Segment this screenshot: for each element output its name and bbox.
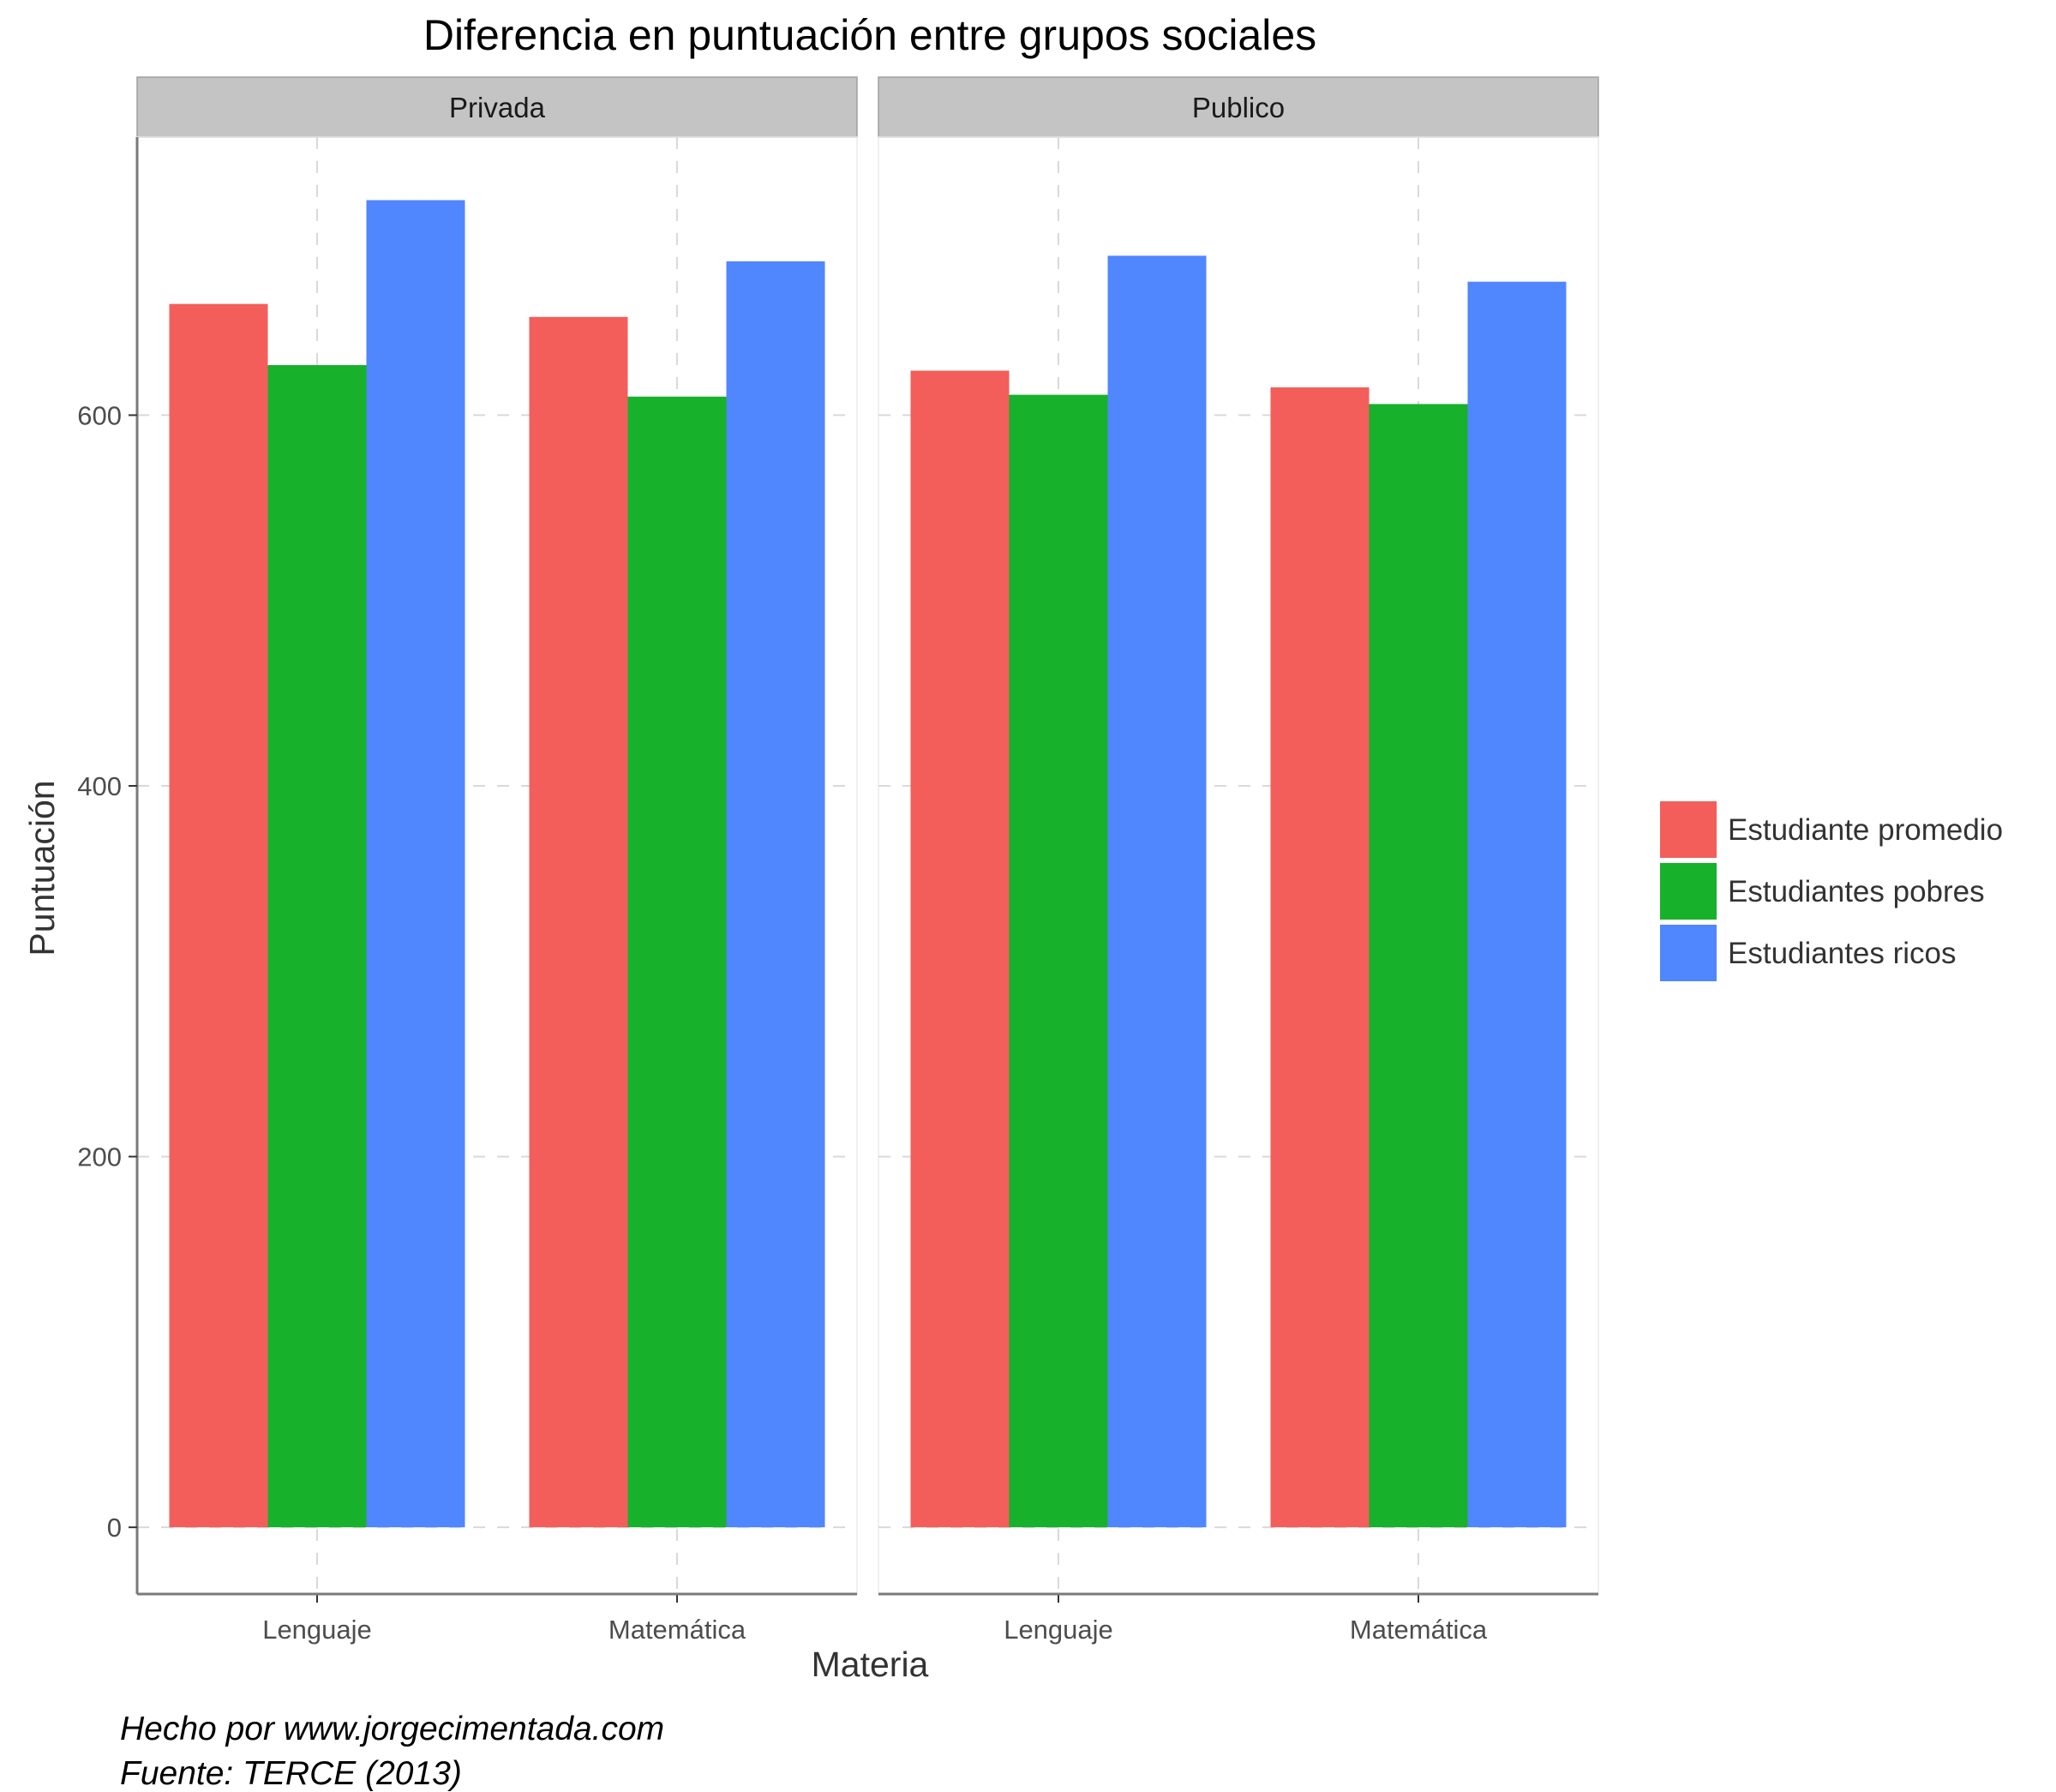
legend-label-2: Estudiantes pobres	[1728, 875, 1985, 908]
y-axis-title: Puntuación	[22, 780, 62, 956]
bar-lenguaje-1	[169, 303, 268, 1528]
caption-source-author: Hecho por www.jorgecimentada.com	[120, 1711, 664, 1747]
x-tick-label: Matemática	[608, 1615, 746, 1645]
chart-title: Diferencia en puntuación entre grupos so…	[423, 11, 1316, 59]
legend-label-3: Estudiantes ricos	[1728, 937, 1957, 970]
y-tick-label: 600	[77, 400, 122, 430]
bar-lenguaje-3	[1107, 255, 1207, 1528]
bar-matemática-1	[529, 316, 628, 1528]
bar-lenguaje-3	[366, 200, 465, 1528]
caption-source-data: Fuente: TERCE (2013)	[120, 1755, 462, 1792]
legend-swatch-3	[1660, 925, 1717, 981]
facet-strip-label: Privada	[449, 92, 546, 123]
legend-swatch-2	[1660, 863, 1717, 920]
bar-lenguaje-2	[1009, 394, 1108, 1528]
facet-panel-publico: Publico Lenguaje Matemática	[878, 76, 1599, 1645]
y-axis: 0 200 400 600	[77, 137, 139, 1594]
x-tick-label: Lenguaje	[262, 1615, 372, 1645]
bar-matemática-2	[1369, 404, 1468, 1528]
facet-strip	[136, 76, 858, 138]
bar-lenguaje-2	[267, 365, 367, 1528]
facet-strip	[878, 76, 1599, 138]
x-tick-label: Matemática	[1350, 1615, 1488, 1645]
bar-matemática-3	[726, 261, 825, 1528]
facet-panels: Privada Lenguaje Matemática Publico Lenguaje…	[77, 76, 1599, 1645]
bar-matemática-3	[1467, 281, 1567, 1528]
legend-swatch-1	[1660, 801, 1717, 858]
legend-label-1: Estudiante promedio	[1728, 813, 2003, 847]
y-tick-label: 400	[77, 771, 122, 801]
legend: Estudiante promedio Estudiantes pobres Est…	[1660, 801, 2003, 981]
bar-matemática-1	[1270, 387, 1370, 1528]
bar-lenguaje-1	[910, 370, 1010, 1528]
y-tick-label: 0	[107, 1513, 122, 1543]
facet-panel-privada: Privada Lenguaje Matemática	[136, 76, 858, 1645]
y-tick-label: 200	[77, 1142, 122, 1172]
x-axis-title: Materia	[812, 1645, 929, 1684]
facet-strip-label: Publico	[1192, 92, 1285, 123]
bar-matemática-2	[627, 396, 727, 1528]
x-tick-label: Lenguaje	[1004, 1615, 1113, 1645]
